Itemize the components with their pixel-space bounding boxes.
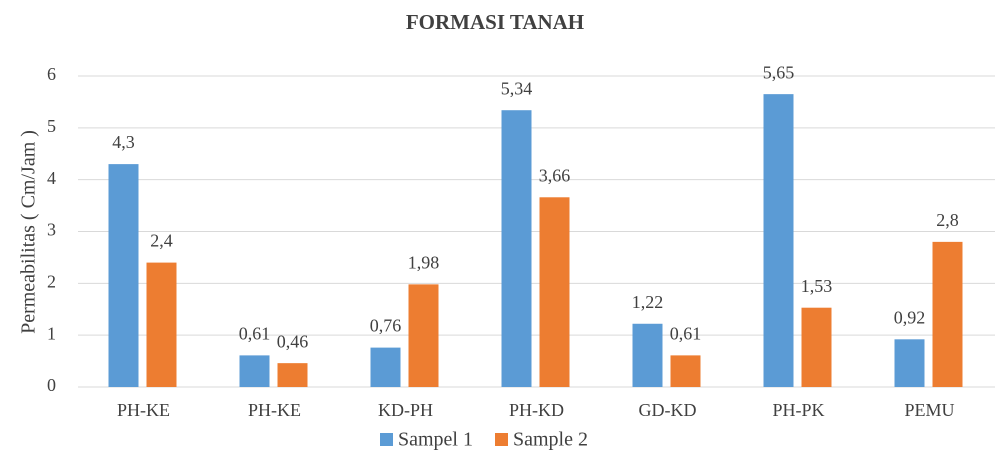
bar — [501, 110, 532, 388]
x-tick-label: GD-KD — [639, 400, 697, 420]
value-label: 1,98 — [408, 252, 440, 272]
bar — [801, 307, 832, 387]
y-tick-label: 2 — [47, 271, 56, 291]
legend-label: Sampel 1 — [398, 429, 473, 451]
bar — [539, 197, 570, 387]
value-label: 0,61 — [670, 324, 702, 344]
bar — [894, 339, 925, 387]
x-tick-label: PH-KD — [509, 400, 564, 420]
value-label: 0,61 — [239, 324, 271, 344]
value-label: 3,66 — [539, 165, 571, 185]
bar — [408, 284, 439, 387]
value-label: 1,53 — [801, 276, 833, 296]
chart-title: FORMASI TANAH — [406, 10, 584, 34]
value-label: 2,4 — [150, 231, 173, 251]
value-label: 0,76 — [370, 316, 402, 336]
y-tick-label: 3 — [47, 220, 56, 240]
x-tick-label: PEMU — [904, 400, 954, 420]
value-label: 0,46 — [277, 331, 309, 351]
value-label: 0,92 — [894, 307, 926, 327]
legend-label: Sample 2 — [513, 429, 588, 451]
bar — [108, 164, 139, 387]
bar — [277, 363, 308, 387]
y-tick-label: 5 — [47, 116, 56, 136]
value-label: 2,8 — [936, 210, 959, 230]
value-label: 1,22 — [632, 292, 664, 312]
bar — [932, 241, 963, 387]
y-tick-label: 6 — [47, 64, 56, 84]
value-label: 4,3 — [112, 132, 135, 152]
y-tick-label: 1 — [47, 323, 56, 343]
x-tick-label: PH-PK — [772, 400, 824, 420]
legend-swatch — [380, 433, 393, 446]
legend-swatch — [495, 433, 508, 446]
y-tick-label: 4 — [47, 168, 56, 188]
x-tick-label: KD-PH — [378, 400, 433, 420]
bar — [632, 323, 663, 387]
x-tick-label: PH-KE — [248, 400, 301, 420]
value-label: 5,34 — [501, 78, 533, 98]
bar — [670, 355, 701, 387]
x-tick-label: PH-KE — [117, 400, 170, 420]
y-tick-label: 0 — [47, 375, 56, 395]
bar — [763, 94, 794, 388]
y-axis-label: Permeabilitas ( Cm/Jam ) — [18, 130, 40, 334]
bar — [239, 355, 270, 387]
bar — [370, 347, 401, 387]
bar — [146, 262, 177, 387]
value-label: 5,65 — [763, 62, 795, 82]
